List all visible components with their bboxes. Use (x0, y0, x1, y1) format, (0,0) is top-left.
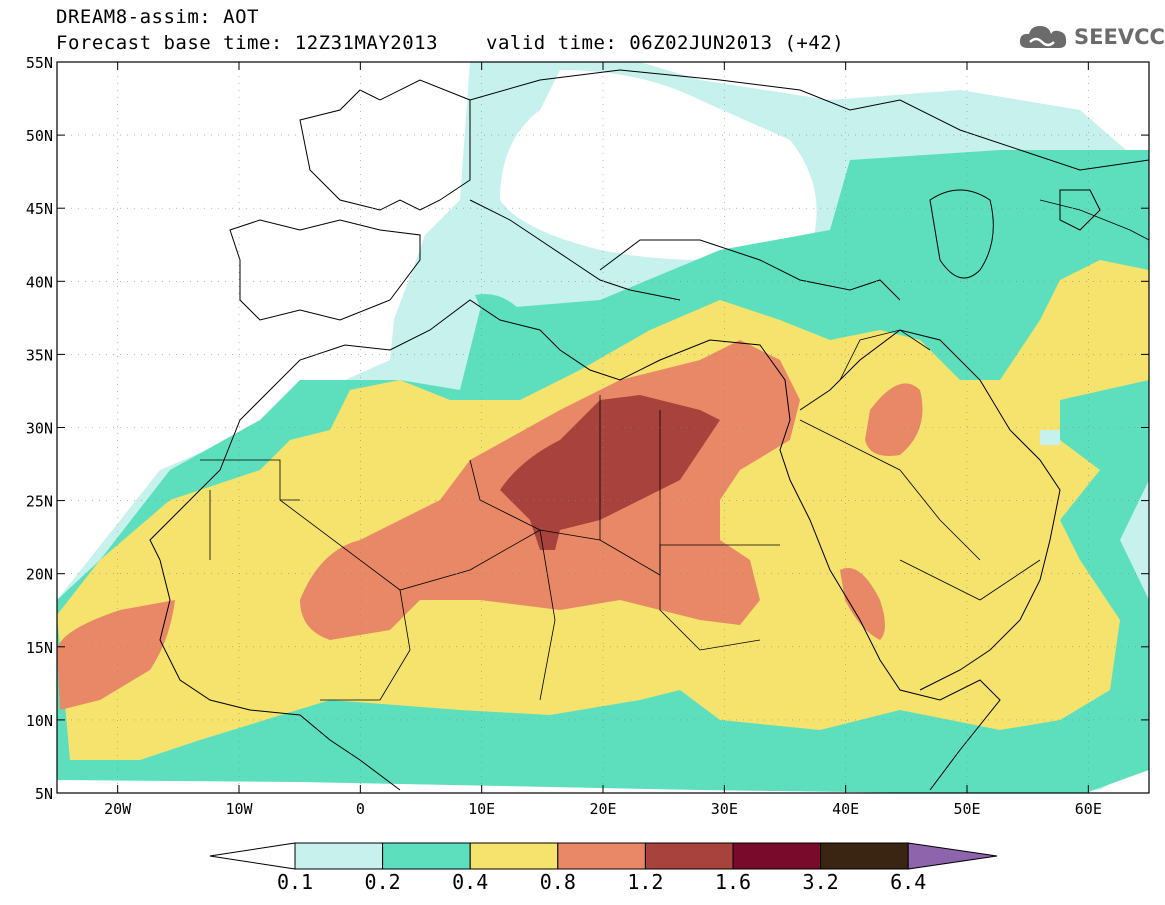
model-title: DREAM8-assim: AOT (56, 6, 259, 28)
aot-colorbar: 0.1 0.2 0.4 0.8 1.2 1.6 3.2 6.4 (209, 842, 998, 894)
legend-bin (820, 842, 909, 870)
cloud-icon (1019, 26, 1067, 48)
legend-label: 0.8 (540, 870, 576, 894)
longitude-labels: 20W 10W 0 10E 20E 30E 40E 50E 60E (104, 800, 1102, 818)
lon-label: 10W (225, 800, 253, 818)
legend-label: 0.2 (365, 870, 401, 894)
coastlines (149, 69, 1149, 791)
legend-bin (644, 842, 734, 870)
lat-label: 5N (35, 785, 53, 803)
lon-label: 50E (953, 800, 980, 818)
legend-label: 6.4 (890, 870, 926, 894)
latitude-labels: 55N 50N 45N 40N 35N 30N 25N 20N 15N 10N 5N (26, 54, 53, 803)
lat-label: 35N (26, 346, 53, 364)
axis-ticks (57, 61, 1149, 794)
lat-label: 15N (26, 639, 53, 657)
lon-label: 20W (104, 800, 132, 818)
legend-label: 1.6 (715, 870, 751, 894)
legend-arrow-high (907, 842, 998, 870)
legend-bin (469, 842, 559, 870)
lat-label: 50N (26, 127, 53, 145)
legend-label: 1.2 (627, 870, 663, 894)
lat-label: 25N (26, 493, 53, 511)
lat-label: 40N (26, 273, 53, 291)
legend-bin (732, 842, 822, 870)
lon-label: 60E (1075, 800, 1102, 818)
legend-bin (294, 842, 384, 870)
lon-label: 10E (468, 800, 495, 818)
legend-label: 0.4 (452, 870, 488, 894)
aot-below-0.1 (57, 62, 1149, 793)
lon-label: 30E (711, 800, 738, 818)
legend-label: 0.1 (277, 870, 313, 894)
logo-text: SEEVCCC (1074, 25, 1165, 49)
country-borders (200, 199, 1149, 701)
lat-label: 55N (26, 54, 53, 72)
lat-label: 10N (26, 712, 53, 730)
lat-label: 30N (26, 420, 53, 438)
lat-label: 20N (26, 566, 53, 584)
graticule (57, 62, 1149, 793)
lat-label: 45N (26, 200, 53, 218)
aot-band-1.2 (500, 395, 720, 550)
forecast-valid-time: valid time: 06Z02JUN2013 (+42) (486, 32, 845, 54)
legend-label: 3.2 (803, 870, 839, 894)
lon-label: 20E (589, 800, 616, 818)
forecast-base-time: Forecast base time: 12Z31MAY2013 (56, 32, 439, 54)
lon-label: 0 (356, 800, 365, 818)
seevccc-logo: SEEVCCC (1018, 22, 1165, 52)
legend-arrow-low (209, 842, 296, 870)
lon-label: 40E (832, 800, 859, 818)
legend-bin (557, 842, 646, 870)
legend-bin (382, 842, 471, 870)
